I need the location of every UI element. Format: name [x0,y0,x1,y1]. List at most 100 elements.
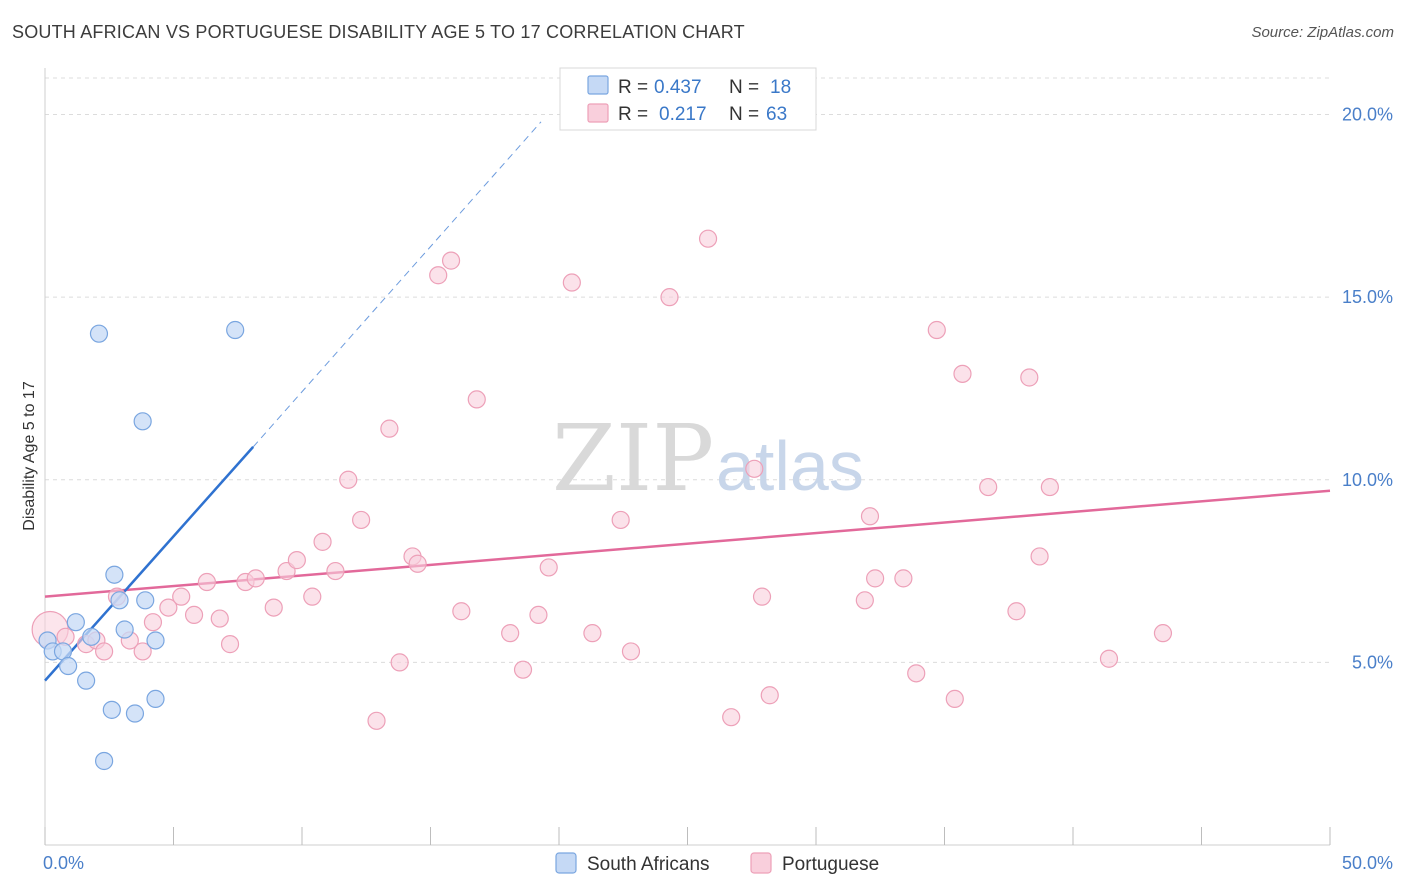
x-tick-label-1: 50.0% [1342,853,1393,873]
point-portuguese-39 [583,624,602,643]
axes [44,68,1331,846]
point-south-africans-12 [115,620,134,639]
point-portuguese-10 [172,587,191,606]
point-south-africans-5 [77,671,96,690]
point-south-africans-9 [102,700,121,719]
point-south-africans-13 [125,704,145,723]
series-legend: South Africans Portuguese [555,852,879,875]
legend-n-label-2: N = [729,104,759,125]
bottom-legend-swatch-portuguese [750,852,772,874]
point-portuguese-34 [501,624,520,643]
point-south-africans-11 [110,591,129,610]
legend-n-value-1: 18 [770,77,791,98]
point-portuguese-17 [264,598,283,617]
point-portuguese-9 [159,598,178,617]
point-portuguese-27 [390,653,409,672]
y-tick-labels: 5.0% 10.0% 15.0% 20.0% [1342,105,1393,673]
point-portuguese-54 [945,689,964,709]
point-portuguese-47 [760,686,779,705]
point-portuguese-35 [513,660,533,679]
legend-n-label-1: N = [729,77,759,98]
point-portuguese-59 [1030,547,1049,566]
point-portuguese-36 [529,605,548,625]
point-portuguese-56 [979,477,998,497]
legend-swatch-south-africans [587,75,609,95]
point-portuguese-4 [95,642,114,661]
point-south-africans-14 [133,412,152,431]
watermark-atlas: atlas [716,427,864,505]
point-portuguese-29 [408,554,427,573]
point-south-africans-7 [89,324,109,343]
y-tick-label-1: 10.0% [1342,470,1393,490]
point-portuguese-53 [927,320,946,340]
point-south-africans-18 [226,320,245,340]
legend-r-value-2: 0.217 [659,104,707,125]
data-points [31,229,1173,771]
point-portuguese-37 [539,558,558,577]
point-portuguese-23 [339,470,358,489]
point-portuguese-7 [133,642,152,661]
point-portuguese-16 [246,569,265,588]
point-portuguese-38 [562,273,581,292]
legend-swatch-portuguese [587,103,609,123]
point-portuguese-30 [429,266,448,285]
point-south-africans-10 [105,565,124,584]
point-portuguese-22 [326,561,345,581]
x-tick-label-0: 0.0% [43,853,84,873]
bottom-legend-portuguese: Portuguese [782,854,879,875]
point-portuguese-45 [745,459,764,478]
point-portuguese-21 [313,532,332,551]
point-portuguese-52 [907,664,926,683]
point-portuguese-46 [752,587,772,606]
point-portuguese-20 [303,587,322,606]
point-portuguese-49 [860,507,880,526]
point-south-africans-4 [66,613,85,632]
point-south-africans-17 [146,689,165,709]
point-south-africans-15 [136,591,155,610]
point-portuguese-44 [722,708,741,727]
point-south-africans-8 [95,751,114,771]
point-portuguese-50 [866,569,885,588]
correlation-legend: R = 0.437 N = 18 R = 0.217 N = 63 [559,67,817,131]
point-portuguese-8 [143,613,163,632]
point-portuguese-25 [367,711,386,730]
source-label: Source: ZipAtlas.com [1251,24,1394,41]
point-portuguese-61 [1099,649,1119,668]
point-portuguese-43 [698,229,718,248]
y-tick-label-2: 15.0% [1342,287,1393,307]
point-portuguese-13 [210,609,229,628]
point-portuguese-48 [855,591,874,610]
point-portuguese-57 [1007,602,1026,621]
legend-n-value-2: 63 [766,104,787,125]
bottom-legend-south-africans: South Africans [587,854,710,875]
trendline-south-africans-extension [252,121,542,448]
chart-title: SOUTH AFRICAN VS PORTUGUESE DISABILITY A… [12,22,745,42]
point-portuguese-31 [441,251,461,270]
point-portuguese-19 [287,551,306,570]
point-portuguese-40 [611,510,630,530]
point-south-africans-16 [146,631,165,650]
watermark-zip: ZIP [552,405,714,512]
point-portuguese-60 [1040,477,1059,497]
grid-lines [45,77,1330,663]
point-portuguese-32 [452,602,471,621]
x-tick-labels: 0.0% 50.0% [43,853,1393,873]
point-portuguese-12 [197,572,217,592]
point-portuguese-51 [894,569,913,588]
legend-r-label-2: R = [618,104,648,125]
point-portuguese-41 [621,642,641,661]
point-portuguese-26 [380,419,399,438]
point-portuguese-55 [953,364,972,383]
point-portuguese-11 [184,605,204,625]
point-portuguese-42 [660,288,679,307]
bottom-legend-swatch-south-africans [555,852,577,874]
point-portuguese-33 [467,390,486,409]
point-south-africans-6 [82,627,101,646]
y-tick-label-3: 20.0% [1342,105,1393,125]
trend-lines [44,121,1331,682]
point-portuguese-14 [220,635,240,654]
legend-r-value-1: 0.437 [654,77,702,98]
y-tick-label-0: 5.0% [1352,652,1393,672]
point-portuguese-62 [1153,624,1173,643]
